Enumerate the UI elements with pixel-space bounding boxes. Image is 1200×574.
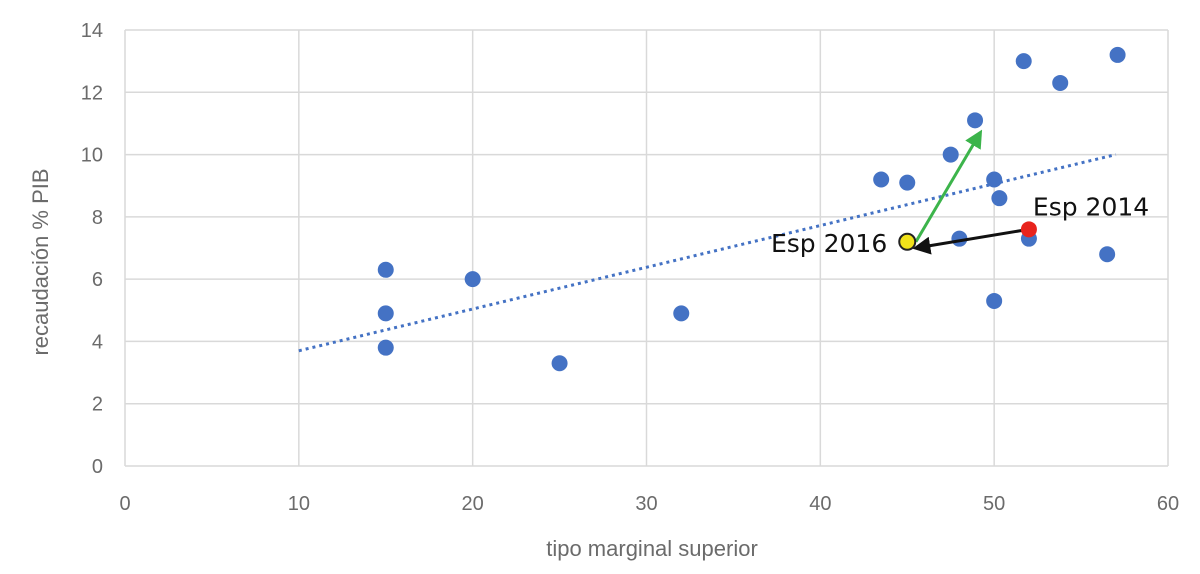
x-axis-title: tipo marginal superior: [546, 536, 758, 561]
x-tick-label: 0: [119, 493, 130, 515]
trendline: [298, 153, 1117, 353]
data-point: [464, 271, 481, 288]
x-tick-label: 30: [635, 493, 657, 515]
x-tick-labels: 0 10 20 30 40 50 60: [119, 493, 1179, 515]
annotation-arrow: [914, 129, 983, 243]
y-tick-label: 6: [92, 269, 103, 291]
data-point: [377, 339, 394, 356]
data-point: [967, 112, 984, 129]
highlight-label: Esp 2016: [771, 229, 887, 258]
data-point: [1015, 53, 1032, 70]
data-point: [377, 305, 394, 322]
data-point: [873, 171, 890, 188]
x-tick-label: 60: [1157, 493, 1179, 515]
data-point: [942, 146, 959, 163]
x-tick-label: 20: [462, 493, 484, 515]
gridlines: [124, 29, 1169, 467]
x-tick-label: 40: [809, 493, 831, 515]
y-tick-label: 0: [92, 456, 103, 478]
data-point: [899, 174, 916, 191]
data-point: [1052, 74, 1069, 91]
data-point: [673, 305, 690, 322]
data-points: [377, 46, 1126, 372]
data-point: [551, 355, 568, 372]
y-tick-labels: 0 2 4 6 8 10 12 14: [81, 20, 103, 478]
y-tick-label: 8: [92, 207, 103, 229]
highlight-point: [898, 232, 917, 251]
y-tick-label: 4: [92, 331, 103, 353]
data-point: [986, 171, 1003, 188]
annotation-arrow: [912, 227, 1030, 255]
data-point: [377, 261, 394, 278]
annotation-arrows: [912, 129, 1030, 255]
highlight-point: [1020, 221, 1037, 238]
y-tick-label: 14: [81, 20, 103, 42]
y-tick-label: 10: [81, 145, 103, 167]
highlight-points: Esp 2014 Esp 2016: [771, 192, 1149, 257]
y-tick-label: 2: [92, 394, 103, 416]
x-tick-label: 50: [983, 493, 1005, 515]
y-tick-label: 12: [81, 82, 103, 104]
data-point: [986, 292, 1003, 309]
highlight-label: Esp 2014: [1033, 192, 1149, 221]
data-point: [991, 190, 1008, 207]
data-point: [1099, 246, 1116, 263]
data-point: [1109, 46, 1126, 63]
trendline-group: [298, 153, 1117, 353]
x-tick-label: 10: [288, 493, 310, 515]
y-axis-title: recaudación % PIB: [28, 168, 53, 355]
